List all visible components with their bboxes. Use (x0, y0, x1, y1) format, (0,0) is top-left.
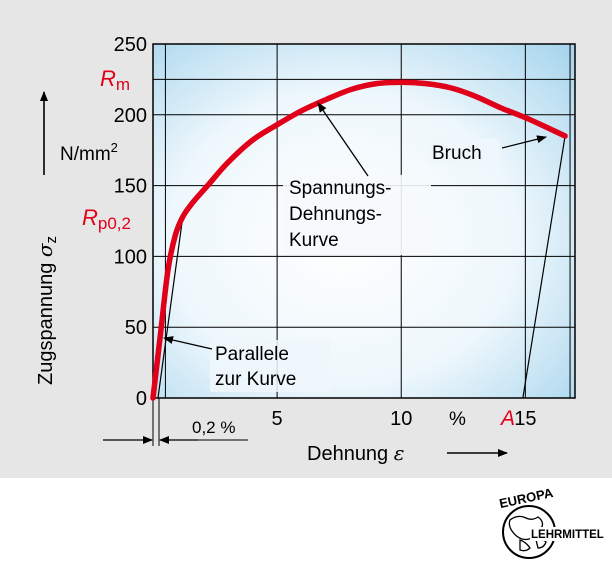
y-tick-label: 150 (114, 176, 147, 198)
stress-strain-curve (150, 79, 568, 401)
logo-side-text: LEHRMITTEL (531, 529, 604, 541)
y-tick-label: 0 (136, 388, 147, 410)
parallel-label-bg (210, 340, 330, 392)
break-pointer (501, 135, 547, 149)
y-tick-labels: 0 50 100 150 200 250 (114, 34, 147, 410)
y-tick-label: 250 (114, 34, 147, 56)
parallel-label-line2: zur Kurve (215, 369, 296, 390)
x-axis-title: Dehnung ε (307, 441, 404, 465)
curve-label-line3: Kurve (289, 230, 339, 251)
x-unit-label: % (449, 409, 466, 430)
x-tick-label: 10 (390, 408, 412, 430)
y-tick-label: 100 (114, 246, 147, 268)
x-tick-labels: 5 10 15 (272, 408, 537, 430)
break-label-bg (428, 139, 500, 165)
break-label: Bruch (432, 143, 482, 164)
curve-pointer (317, 102, 369, 177)
y-unit-label: N/mm2 (60, 140, 118, 165)
x-tick-label: 5 (272, 408, 283, 430)
logo-text-bg (530, 527, 608, 541)
europa-lehrmittel-logo: EUROPA LEHRMITTEL (498, 485, 608, 559)
curve-label-bg (283, 175, 431, 255)
rm-label: Rm (100, 66, 130, 94)
grid-lines (152, 43, 575, 399)
rp02-label: Rp0,2 (82, 205, 131, 233)
a-label: A (499, 407, 515, 430)
parallel-line (157, 216, 184, 399)
parallel-pointer (163, 336, 213, 350)
break-line (522, 135, 566, 399)
curve-label-line1: Spannungs- (289, 178, 391, 199)
y-tick-label: 50 (125, 317, 147, 339)
y-tick-label: 200 (114, 105, 147, 127)
y-axis-title: Zugspannung σz (33, 236, 60, 385)
offset-label: 0,2 % (192, 418, 235, 437)
parallel-label-line1: Parallele (215, 344, 289, 365)
x-tick-label: 15 (514, 408, 536, 430)
curve-label-line2: Dehnungs- (289, 204, 382, 225)
